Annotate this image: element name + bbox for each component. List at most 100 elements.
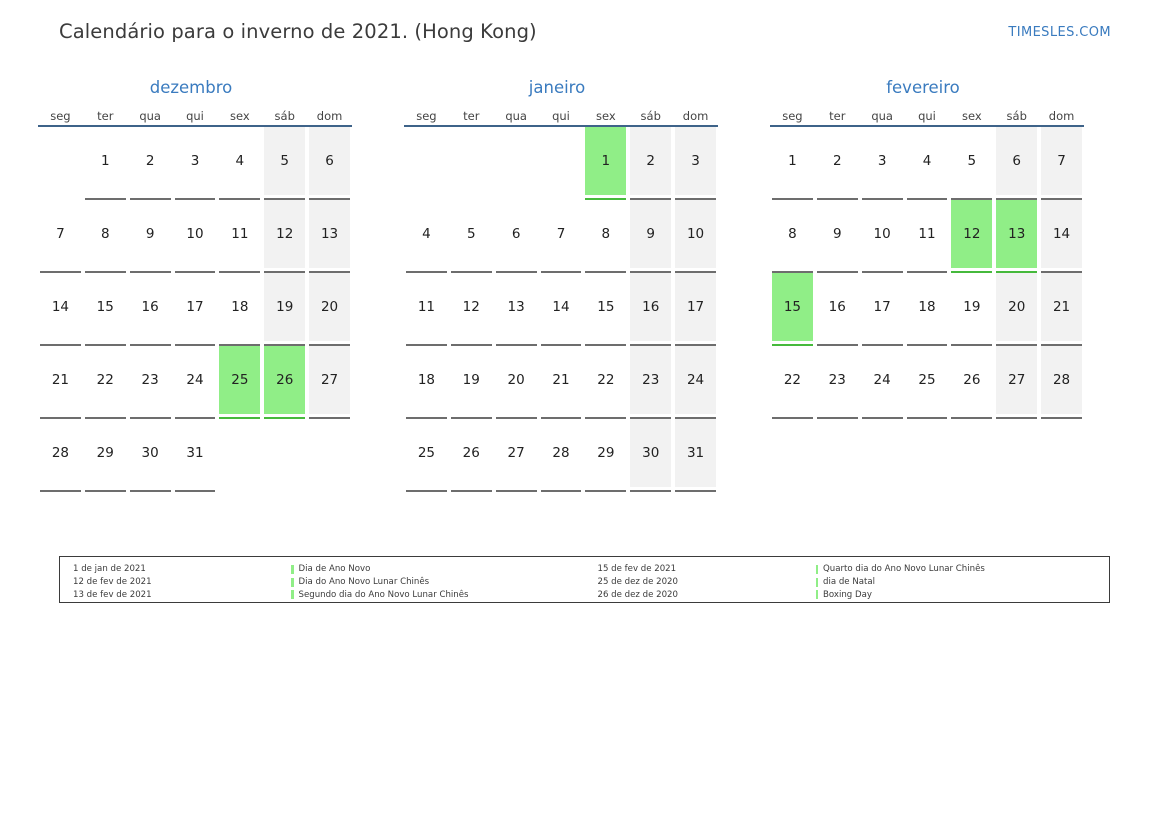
day-cell[interactable]: 20 — [996, 273, 1038, 341]
day-cell[interactable]: 23 — [828, 372, 846, 388]
day-cell[interactable]: 27 — [507, 445, 525, 461]
day-cell[interactable]: 17 — [873, 299, 891, 315]
day-cell[interactable]: 24 — [186, 372, 204, 388]
day-cell[interactable]: 21 — [1041, 273, 1082, 341]
day-cell[interactable]: 3 — [190, 153, 200, 169]
day-cell[interactable]: 10 — [675, 200, 716, 268]
day-cell[interactable]: 18 — [231, 299, 249, 315]
day-cell[interactable]: 7 — [56, 226, 65, 242]
day-cell[interactable]: 25 — [918, 372, 936, 388]
day-cell[interactable]: 20 — [309, 273, 350, 341]
day-cell[interactable]: 14 — [51, 299, 70, 315]
day-cell[interactable]: 4 — [922, 153, 932, 169]
day-cell[interactable]: 17 — [675, 273, 716, 341]
day-cell[interactable]: 22 — [783, 372, 802, 388]
day-cell[interactable]: 20 — [507, 372, 525, 388]
day-cell[interactable]: 29 — [597, 445, 615, 461]
day-underline — [906, 344, 948, 346]
day-cell[interactable]: 10 — [873, 226, 891, 242]
day-cell[interactable]: 5 — [264, 127, 306, 195]
day-cell[interactable]: 7 — [1041, 127, 1082, 195]
day-cell[interactable]: 1 — [100, 153, 110, 169]
day-cell[interactable]: 28 — [51, 445, 70, 461]
day-cell[interactable]: 6 — [996, 127, 1038, 195]
day-cell[interactable]: 25 — [219, 346, 261, 414]
day-cell[interactable]: 25 — [417, 445, 436, 461]
day-cell[interactable]: 24 — [873, 372, 891, 388]
day-cell[interactable]: 13 — [507, 299, 525, 315]
day-cell[interactable]: 31 — [186, 445, 204, 461]
day-cell[interactable]: 15 — [96, 299, 114, 315]
day-cell[interactable]: 6 — [511, 226, 521, 242]
day-cell[interactable]: 7 — [556, 226, 566, 242]
day-cell[interactable]: 2 — [145, 153, 155, 169]
day-cell[interactable]: 12 — [951, 200, 993, 268]
day-cell[interactable]: 22 — [96, 372, 114, 388]
day-cell[interactable]: 16 — [630, 273, 672, 341]
day-cell-empty — [40, 127, 81, 195]
day-cell[interactable]: 5 — [967, 153, 977, 169]
day-cell[interactable]: 16 — [828, 299, 846, 315]
day-cell[interactable]: 18 — [918, 299, 936, 315]
day-cell[interactable]: 19 — [963, 299, 981, 315]
day-cell[interactable]: 10 — [186, 226, 204, 242]
day-cell[interactable]: 29 — [96, 445, 114, 461]
day-cell[interactable]: 14 — [552, 299, 570, 315]
day-cell[interactable]: 12 — [264, 200, 306, 268]
legend-date: 25 de dez de 2020 — [597, 577, 678, 588]
day-cell[interactable]: 2 — [832, 153, 842, 169]
day-cell[interactable]: 21 — [51, 372, 70, 388]
day-cell[interactable]: 26 — [264, 346, 306, 414]
day-cell[interactable]: 9 — [145, 226, 155, 242]
day-cell[interactable]: 23 — [141, 372, 159, 388]
day-cell[interactable]: 4 — [422, 226, 431, 242]
legend-color-swatch-icon — [291, 577, 294, 587]
day-cell[interactable]: 12 — [462, 299, 480, 315]
day-underline — [406, 490, 447, 492]
day-cell[interactable]: 28 — [1041, 346, 1082, 414]
day-cell[interactable]: 9 — [630, 200, 672, 268]
day-cell[interactable]: 17 — [186, 299, 204, 315]
day-cell[interactable]: 8 — [601, 226, 611, 242]
day-cell[interactable]: 15 — [772, 273, 813, 341]
day-cell[interactable]: 3 — [877, 153, 887, 169]
day-cell[interactable]: 9 — [832, 226, 842, 242]
day-cell[interactable]: 18 — [417, 372, 436, 388]
day-cell[interactable]: 26 — [963, 372, 981, 388]
day-cell[interactable]: 13 — [996, 200, 1038, 268]
day-cell[interactable]: 31 — [675, 419, 716, 487]
day-cell[interactable]: 5 — [466, 226, 476, 242]
day-cell[interactable]: 11 — [918, 226, 936, 242]
brand-link[interactable]: TIMESLES.COM — [1008, 25, 1111, 40]
day-cell[interactable]: 2 — [630, 127, 672, 195]
legend-row: 15 de fev de 2021 Quarto dia do Ano Novo … — [598, 563, 1110, 576]
day-cell[interactable]: 6 — [309, 127, 350, 195]
day-cell[interactable]: 3 — [675, 127, 716, 195]
day-cell[interactable]: 24 — [675, 346, 716, 414]
day-cell-wrapper: 1 — [583, 127, 628, 200]
day-cell[interactable]: 30 — [141, 445, 159, 461]
day-cell[interactable]: 11 — [417, 299, 436, 315]
day-cell[interactable]: 26 — [462, 445, 480, 461]
day-cell[interactable]: 28 — [552, 445, 570, 461]
day-cell[interactable]: 22 — [597, 372, 615, 388]
day-cell[interactable]: 30 — [630, 419, 672, 487]
day-cell[interactable]: 15 — [597, 299, 615, 315]
day-cell[interactable]: 21 — [552, 372, 570, 388]
day-cell[interactable]: 19 — [462, 372, 480, 388]
day-cell[interactable]: 16 — [141, 299, 159, 315]
day-cell[interactable]: 8 — [788, 226, 797, 242]
day-cell[interactable]: 13 — [309, 200, 350, 268]
day-cell[interactable]: 19 — [264, 273, 306, 341]
day-cell[interactable]: 8 — [100, 226, 110, 242]
day-cell[interactable]: 23 — [630, 346, 672, 414]
day-underline — [675, 344, 716, 346]
day-cell[interactable]: 27 — [309, 346, 350, 414]
day-cell-wrapper — [38, 127, 83, 200]
day-cell[interactable]: 27 — [996, 346, 1038, 414]
day-cell[interactable]: 4 — [235, 153, 245, 169]
day-cell[interactable]: 1 — [788, 153, 797, 169]
day-cell[interactable]: 1 — [585, 127, 627, 195]
day-cell[interactable]: 11 — [231, 226, 249, 242]
day-cell[interactable]: 14 — [1041, 200, 1082, 268]
